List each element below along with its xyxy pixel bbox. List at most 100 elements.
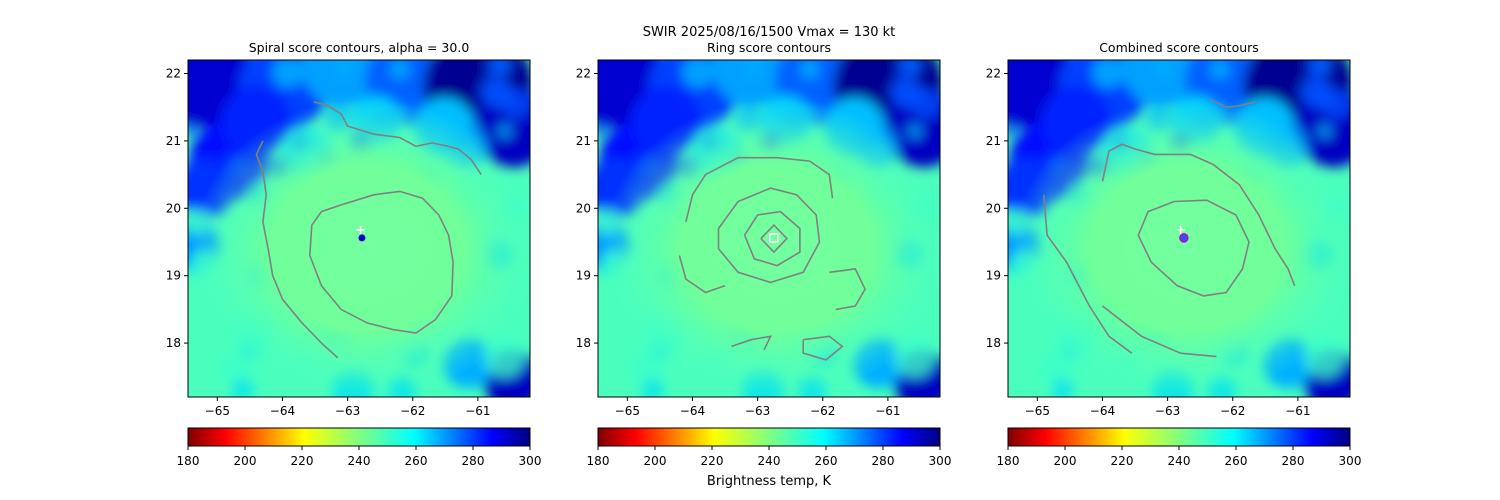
contour-line xyxy=(1101,143,1296,287)
central-overcast xyxy=(1012,98,1350,397)
contour-line xyxy=(313,101,482,176)
contour-line xyxy=(255,140,339,359)
contour-line xyxy=(685,156,834,222)
y-tick-label: 18 xyxy=(986,336,1001,350)
colorbar-tick-label: 280 xyxy=(872,454,895,468)
y-tick-label: 18 xyxy=(576,336,591,350)
colorbar-2: 180 200 220 240 260 280 300 xyxy=(587,427,952,468)
contour-line xyxy=(1043,194,1133,354)
central-overcast xyxy=(602,98,940,397)
y-tick-label: 21 xyxy=(576,134,591,148)
colorbar-tick-label: 300 xyxy=(929,454,952,468)
plot-frame xyxy=(597,59,941,398)
panel-title: Combined score contours xyxy=(1099,40,1259,55)
central-overcast xyxy=(192,98,530,397)
contour-line xyxy=(731,335,772,351)
center-ring-marker xyxy=(1179,233,1189,243)
contour-line xyxy=(1102,305,1217,358)
y-tick-label: 19 xyxy=(986,269,1001,283)
contour-line xyxy=(1209,98,1256,109)
y-tick-label: 22 xyxy=(986,66,1001,80)
contour-lines xyxy=(255,101,482,359)
y-tick-label: 21 xyxy=(986,134,1001,148)
plot-frame xyxy=(1007,59,1351,398)
x-tick-label: −62 xyxy=(400,404,425,418)
colorbar-tick-label: 200 xyxy=(644,454,667,468)
colorbar-gradient xyxy=(1007,427,1351,447)
y-tick-label: 22 xyxy=(576,66,591,80)
colorbar-tick-label: 240 xyxy=(758,454,781,468)
contour-line xyxy=(829,268,867,311)
colorbar-tick-label: 260 xyxy=(1225,454,1248,468)
contour-line xyxy=(1137,199,1250,297)
colorbar-tick-label: 180 xyxy=(177,454,200,468)
panel-title: Spiral score contours, alpha = 30.0 xyxy=(249,40,470,55)
colorbar-tick-label: 240 xyxy=(348,454,371,468)
x-tick-label: −64 xyxy=(1090,404,1115,418)
contour-line xyxy=(802,335,844,361)
colorbar-gradient xyxy=(597,427,941,447)
colorbar-tick-label: 220 xyxy=(291,454,314,468)
y-tick-label: 19 xyxy=(576,269,591,283)
center-plus-marker xyxy=(356,225,365,234)
satellite-image xyxy=(1008,60,1350,397)
x-tick-label: −63 xyxy=(335,404,360,418)
x-tick-label: −64 xyxy=(270,404,295,418)
colorbar-tick-label: 240 xyxy=(1168,454,1191,468)
y-tick-label: 20 xyxy=(576,201,591,215)
colorbar-tick-label: 220 xyxy=(701,454,724,468)
colorbar-tick-label: 260 xyxy=(405,454,428,468)
y-tick-label: 21 xyxy=(166,134,181,148)
contour-line xyxy=(743,210,801,267)
colorbar-label: Brightness temp, K xyxy=(707,474,832,489)
x-tick-label: −65 xyxy=(205,404,230,418)
panel-title: Ring score contours xyxy=(707,40,831,55)
panel-3: Combined score contours −65 −64 −63 −62 −61 18… xyxy=(986,40,1351,418)
x-tick-label: −61 xyxy=(875,404,900,418)
y-tick-label: 18 xyxy=(166,336,181,350)
x-tick-label: −62 xyxy=(810,404,835,418)
x-tick-label: −64 xyxy=(680,404,705,418)
contour-line xyxy=(308,190,454,334)
contour-line xyxy=(760,223,789,254)
y-tick-label: 20 xyxy=(166,201,181,215)
plot-frame xyxy=(187,59,531,398)
colorbar-3: 180 200 220 240 260 280 300 xyxy=(997,427,1362,468)
contour-lines xyxy=(1043,98,1296,358)
center-plus-marker xyxy=(1176,225,1185,234)
panel-1: Spiral score contours, alpha = 30.0 −65 −6… xyxy=(166,40,531,418)
x-tick-label: −61 xyxy=(1285,404,1310,418)
center-square-marker xyxy=(769,233,779,243)
colorbar-tick-label: 220 xyxy=(1111,454,1134,468)
colorbar-tick-label: 300 xyxy=(1339,454,1362,468)
center-dot-marker xyxy=(358,234,366,242)
colorbar-tick-label: 200 xyxy=(234,454,257,468)
x-tick-label: −65 xyxy=(615,404,640,418)
colorbar-tick-label: 280 xyxy=(462,454,485,468)
figure-suptitle: SWIR 2025/08/16/1500 Vmax = 130 kt xyxy=(643,25,896,40)
colorbar-tick-label: 180 xyxy=(587,454,610,468)
y-tick-label: 22 xyxy=(166,66,181,80)
y-tick-label: 19 xyxy=(166,269,181,283)
colorbar-tick-label: 180 xyxy=(997,454,1020,468)
satellite-image xyxy=(188,60,530,397)
colorbar-1: 180 200 220 240 260 280 300 xyxy=(177,427,542,468)
colorbar-tick-label: 200 xyxy=(1054,454,1077,468)
x-tick-label: −63 xyxy=(745,404,770,418)
x-tick-label: −62 xyxy=(1220,404,1245,418)
colorbar-tick-label: 300 xyxy=(519,454,542,468)
colorbar-tick-label: 260 xyxy=(815,454,838,468)
y-tick-label: 20 xyxy=(986,201,1001,215)
panels: Spiral score contours, alpha = 30.0 −65 −6… xyxy=(166,40,1362,468)
x-tick-label: −63 xyxy=(1155,404,1180,418)
x-tick-label: −61 xyxy=(465,404,490,418)
panel-2: Ring score contours −65 −64 −63 −62 −61 18 19 20… xyxy=(576,40,941,418)
colorbar-gradient xyxy=(187,427,531,447)
contour-line xyxy=(717,187,821,284)
contour-lines xyxy=(678,156,867,361)
satellite-image xyxy=(598,60,940,397)
contour-line xyxy=(678,255,726,294)
colorbar-tick-label: 280 xyxy=(1282,454,1305,468)
x-tick-label: −65 xyxy=(1025,404,1050,418)
